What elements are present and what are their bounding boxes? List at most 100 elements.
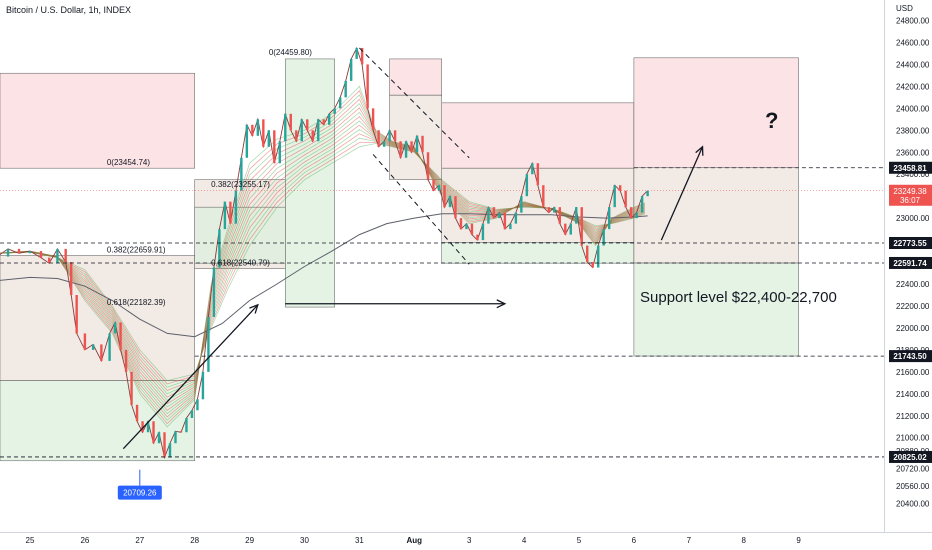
- candle: [317, 119, 320, 142]
- price-tick-label: 22200.00: [896, 302, 930, 311]
- candle: [48, 257, 51, 264]
- time-tick-label: Aug: [407, 536, 423, 545]
- arrow-line[interactable]: [660, 146, 704, 241]
- candle: [399, 141, 402, 158]
- candle: [580, 207, 583, 246]
- candle: [454, 196, 457, 219]
- candle: [393, 130, 397, 142]
- time-tick-label: 7: [687, 536, 692, 545]
- candle: [328, 113, 331, 125]
- candle: [300, 119, 303, 142]
- candle: [591, 262, 594, 268]
- channel-line[interactable]: [372, 154, 470, 265]
- time-tick-label: 26: [80, 536, 89, 545]
- time-tick-label: 29: [245, 536, 254, 545]
- ema-ribbon-line: [0, 120, 646, 401]
- ema-ribbon-line: [0, 124, 646, 398]
- level-badge-label: 22591.74: [893, 259, 927, 268]
- ema-ribbon-line: [0, 98, 646, 418]
- price-tick-label: 20560.00: [896, 482, 930, 491]
- price-tick-label: 21000.00: [896, 434, 930, 443]
- candle: [83, 333, 87, 350]
- candle: [212, 267, 216, 317]
- candle: [618, 185, 622, 191]
- candle: [190, 410, 194, 418]
- channel-line[interactable]: [359, 47, 470, 159]
- price-tick-label: 24600.00: [896, 38, 930, 47]
- candle: [278, 141, 281, 164]
- candle: [448, 196, 452, 208]
- candle: [273, 130, 276, 164]
- candle: [536, 163, 540, 186]
- candle: [437, 185, 441, 191]
- candle: [487, 207, 490, 224]
- time-tick-label: 6: [632, 536, 637, 545]
- candle: [349, 58, 353, 81]
- candle: [119, 322, 122, 350]
- ema-200-line: [0, 213, 648, 338]
- support-annotation: Support level $22,400-22,700: [640, 289, 837, 306]
- candle: [629, 207, 633, 219]
- arrow-line[interactable]: [122, 304, 259, 450]
- ema-ribbon-line: [0, 133, 646, 391]
- candle: [262, 119, 265, 147]
- low-badge: [117, 485, 162, 500]
- current-price-label: 23249.38: [893, 187, 927, 196]
- ema-ribbon-line: [0, 89, 646, 425]
- candle: [229, 201, 232, 224]
- candle: [306, 119, 309, 131]
- candle: [333, 108, 336, 114]
- ema-ribbon-line: [0, 137, 646, 388]
- candle: [69, 262, 73, 295]
- annotation-layer: 0(24459.80) 0(23454.74) 0.382(23255.17) 0.3…: [107, 48, 837, 500]
- level-badge: [889, 256, 932, 269]
- candle: [218, 229, 221, 268]
- zone-brown: [633, 167, 799, 264]
- candle: [234, 190, 238, 224]
- candle: [64, 248, 67, 263]
- candle: [542, 185, 545, 208]
- price-tick-label: 20400.00: [896, 500, 930, 509]
- candle: [141, 421, 144, 433]
- candle: [382, 141, 386, 147]
- candle: [498, 212, 501, 219]
- current-price-badge: [889, 184, 932, 206]
- candle: [75, 295, 78, 334]
- candle: [415, 135, 419, 153]
- zone-red: [389, 58, 442, 96]
- candle: [289, 113, 292, 131]
- price-tick-label: 23800.00: [896, 126, 930, 135]
- fib-label: 0.618(22182.39): [107, 298, 166, 307]
- candle: [311, 130, 314, 142]
- arrow-head: [695, 145, 704, 156]
- level-badge: [889, 161, 932, 174]
- candle: [201, 371, 205, 400]
- candle: [108, 333, 111, 361]
- candle: [355, 47, 358, 59]
- zone-red: [0, 72, 195, 169]
- arrow-head: [496, 299, 507, 309]
- candle: [531, 163, 534, 175]
- candle: [344, 80, 347, 98]
- candle: [168, 443, 172, 458]
- zone-red: [441, 102, 635, 169]
- candle: [17, 248, 21, 254]
- candle: [509, 223, 512, 230]
- candle: [251, 124, 254, 136]
- candle: [388, 130, 391, 142]
- candle: [635, 212, 638, 219]
- candle: [602, 229, 605, 246]
- zone-red: [633, 57, 799, 168]
- candle: [135, 404, 139, 422]
- price-tick-label: 24400.00: [896, 60, 930, 69]
- price-tick-label: 24200.00: [896, 82, 930, 91]
- price-tick-label: 23000.00: [896, 214, 930, 223]
- fib-label: 0(24459.80): [269, 48, 312, 57]
- candle: [377, 130, 380, 147]
- candle: [514, 212, 518, 224]
- ema-ribbon-line: [0, 85, 646, 428]
- candle: [196, 399, 199, 411]
- ema-ribbon-layer: [0, 85, 646, 428]
- price-tick-label: 24000.00: [896, 104, 930, 113]
